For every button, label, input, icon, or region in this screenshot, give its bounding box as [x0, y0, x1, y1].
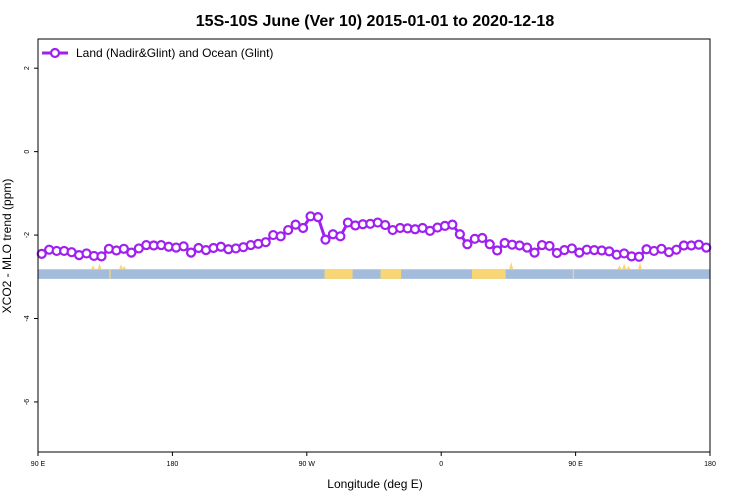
data-point — [380, 219, 391, 231]
y-axis-label: XCO2 - MLO trend (ppm) — [0, 179, 14, 314]
data-point — [178, 241, 189, 252]
data-point — [633, 251, 645, 262]
data-point — [462, 239, 473, 250]
data-point — [529, 247, 540, 258]
data-point — [454, 229, 465, 240]
data-point — [521, 242, 533, 253]
x-axis: 90 E 180 90 W 0 90 E 180 — [31, 452, 716, 468]
legend-marker — [49, 47, 61, 59]
land-ocean-bar — [38, 261, 710, 279]
legend-label: Land (Nadir&Glint) and Ocean (Glint) — [76, 46, 273, 60]
plot-frame — [37, 38, 711, 453]
data-point — [126, 247, 137, 258]
land-segment — [472, 269, 506, 279]
data-point — [477, 232, 488, 244]
land-spike — [626, 265, 631, 270]
data-point — [283, 224, 294, 236]
data-point — [260, 237, 271, 248]
y-tick-label: -2 — [24, 232, 31, 238]
data-point — [297, 222, 309, 234]
data-point — [544, 240, 555, 252]
data-point — [312, 212, 324, 223]
y-axis: 2 0 -2 -4 -6 — [24, 66, 38, 405]
x-tick-label: 0 — [439, 461, 443, 468]
data-point — [118, 243, 129, 254]
data-point — [335, 231, 346, 242]
data-point — [96, 251, 107, 262]
x-tick-label: 180 — [704, 461, 716, 468]
chart-title: 15S-10S June (Ver 10) 2015-01-01 to 2020… — [196, 13, 555, 30]
data-point — [671, 244, 682, 255]
x-tick-label: 90 E — [568, 461, 583, 468]
x-tick-label: 90 E — [31, 461, 46, 468]
y-tick-label: -6 — [24, 399, 31, 405]
land-segment — [572, 269, 574, 279]
series-layer — [36, 211, 712, 262]
land-spike — [638, 262, 642, 270]
x-axis-label: Longitude (deg E) — [327, 477, 422, 491]
land-spike — [119, 264, 124, 270]
land-spike — [97, 263, 102, 270]
y-tick-label: 2 — [24, 66, 31, 70]
data-point — [701, 242, 712, 253]
legend: Land (Nadir&Glint) and Ocean (Glint) — [42, 46, 273, 60]
land-spike — [622, 263, 627, 270]
land-spike — [122, 265, 127, 270]
ocean-band — [38, 269, 710, 279]
land-segment — [324, 269, 353, 279]
y-tick-label: -4 — [24, 315, 31, 321]
data-point — [447, 219, 458, 230]
data-point — [275, 231, 286, 242]
data-point — [185, 247, 197, 258]
data-point — [320, 234, 331, 245]
data-point — [492, 245, 503, 256]
x-tick-label: 90 W — [299, 461, 316, 468]
land-segment — [109, 269, 111, 279]
data-point — [566, 243, 577, 254]
land-spike — [509, 261, 514, 270]
land-spike — [91, 265, 96, 270]
x-tick-label: 180 — [167, 461, 179, 468]
data-point — [484, 239, 495, 250]
land-segment — [380, 269, 402, 279]
y-tick-label: 0 — [24, 150, 31, 154]
land-spike — [617, 265, 622, 270]
